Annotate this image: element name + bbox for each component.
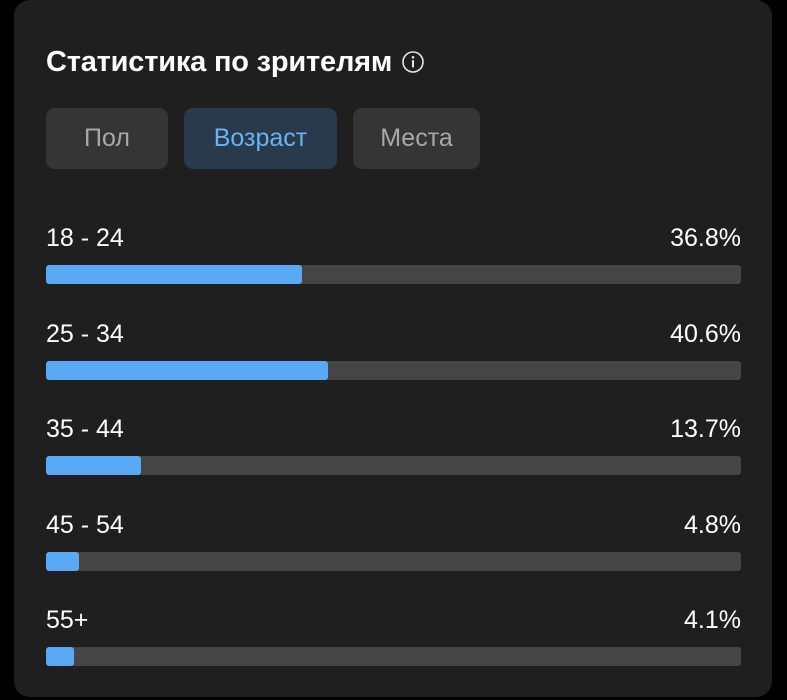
tab-label: Пол bbox=[84, 124, 130, 152]
info-icon[interactable] bbox=[401, 50, 425, 74]
progress-track bbox=[46, 551, 741, 571]
audience-stats-card: Статистика по зрителям Пол Возраст Места… bbox=[14, 0, 772, 697]
progress-track bbox=[46, 456, 741, 475]
progress-fill bbox=[46, 551, 80, 571]
age-percent-value: 4.1% bbox=[684, 606, 741, 634]
tab-age[interactable]: Возраст bbox=[184, 108, 337, 169]
age-percent-value: 36.8% bbox=[670, 224, 741, 252]
age-range-label: 35 - 44 bbox=[46, 415, 124, 443]
age-range-label: 55+ bbox=[46, 606, 89, 634]
tab-label: Места bbox=[380, 124, 453, 152]
progress-fill bbox=[46, 456, 142, 475]
age-percent-value: 13.7% bbox=[670, 415, 741, 443]
tab-bar: Пол Возраст Места bbox=[46, 108, 496, 169]
header: Статистика по зрителям bbox=[46, 42, 425, 82]
page-title: Статистика по зрителям bbox=[46, 45, 393, 78]
age-percent-value: 40.6% bbox=[670, 319, 741, 348]
age-row-45-54: 45 - 54 4.8% bbox=[46, 509, 741, 605]
age-distribution-list: 18 - 24 36.8% 25 - 34 40.6% 35 - 44 13.7… bbox=[46, 222, 741, 700]
age-range-label: 18 - 24 bbox=[46, 224, 124, 252]
tab-label: Возраст bbox=[213, 124, 308, 152]
tab-gender[interactable]: Пол bbox=[46, 108, 168, 169]
age-range-label: 25 - 34 bbox=[46, 319, 124, 348]
age-row-55-plus: 55+ 4.1% bbox=[46, 604, 741, 700]
age-percent-value: 4.8% bbox=[684, 510, 741, 539]
age-row-35-44: 35 - 44 13.7% bbox=[46, 413, 741, 509]
progress-fill bbox=[46, 647, 75, 666]
progress-fill bbox=[46, 265, 302, 284]
age-row-18-24: 18 - 24 36.8% bbox=[46, 222, 741, 318]
age-range-label: 45 - 54 bbox=[46, 510, 124, 539]
tab-places[interactable]: Места bbox=[353, 108, 480, 169]
age-row-25-34: 25 - 34 40.6% bbox=[46, 318, 741, 414]
progress-track bbox=[46, 265, 741, 284]
progress-track bbox=[46, 647, 741, 666]
progress-fill bbox=[46, 360, 329, 380]
progress-track bbox=[46, 360, 741, 380]
